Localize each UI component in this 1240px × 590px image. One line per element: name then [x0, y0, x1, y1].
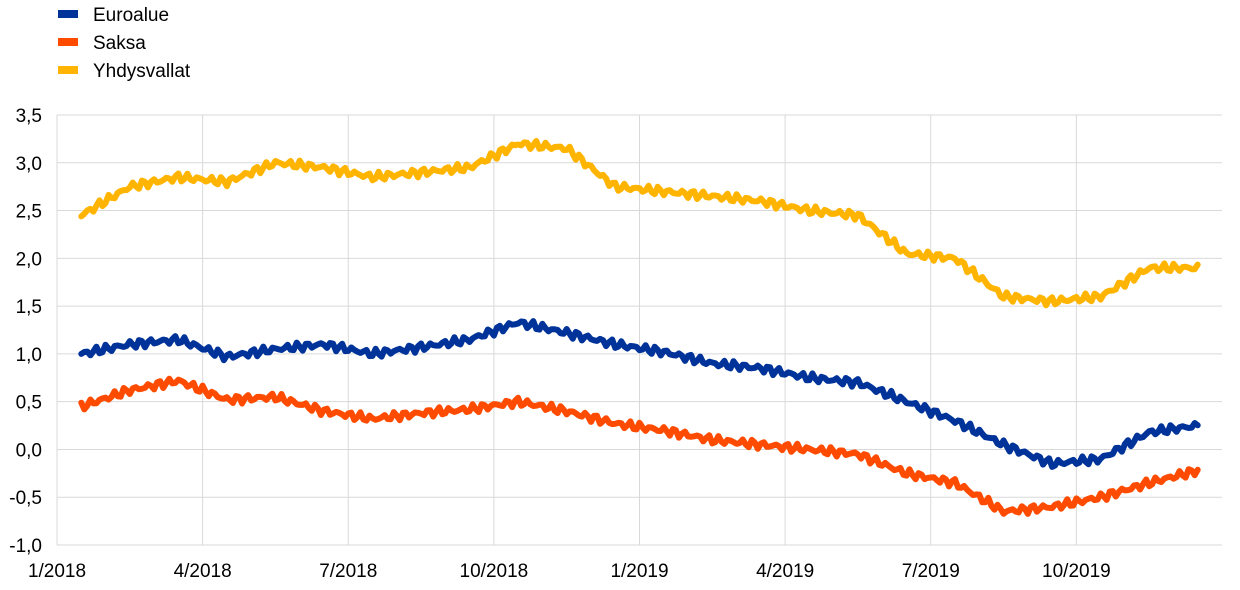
series-line-saksa — [78, 375, 1201, 517]
legend-label-euroalue: Euroalue — [93, 5, 169, 26]
y-tick-label: 0,0 — [16, 440, 42, 461]
y-axis: -1,0 -0,5 0,0 0,5 1,0 1,5 2,0 2,5 3,0 3,5 — [9, 106, 42, 557]
legend-swatch-yhdysvallat — [58, 66, 78, 74]
legend-label-yhdysvallat: Yhdysvallat — [93, 61, 191, 82]
series-lines — [78, 138, 1201, 517]
legend-swatch-euroalue — [58, 10, 78, 18]
x-tick-label: 4/2018 — [174, 561, 232, 582]
x-axis: 1/2018 4/2018 7/2018 10/2018 1/2019 4/2019 7/2… — [28, 561, 1111, 582]
y-tick-label: 2,0 — [16, 249, 42, 270]
y-tick-label: 0,5 — [16, 393, 42, 414]
legend: Euroalue Saksa Yhdysvallat — [58, 5, 191, 82]
legend-swatch-saksa — [58, 38, 78, 46]
x-tick-label: 1/2018 — [28, 561, 86, 582]
x-tick-label: 10/2018 — [460, 561, 529, 582]
y-tick-label: -1,0 — [9, 536, 42, 557]
x-tick-label: 10/2019 — [1042, 561, 1111, 582]
x-tick-label: 7/2018 — [319, 561, 377, 582]
series-line-yhdysvallat — [78, 138, 1201, 309]
y-tick-label: 1,5 — [16, 297, 42, 318]
y-tick-label: 3,0 — [16, 154, 42, 175]
y-tick-label: 2,5 — [16, 202, 42, 223]
x-tick-label: 1/2019 — [610, 561, 668, 582]
y-tick-label: -0,5 — [9, 488, 42, 509]
series-line-euroalue — [78, 318, 1201, 470]
legend-label-saksa: Saksa — [93, 33, 146, 54]
y-tick-label: 1,0 — [16, 345, 42, 366]
x-tick-label: 4/2019 — [756, 561, 814, 582]
x-tick-label: 7/2019 — [902, 561, 960, 582]
y-tick-label: 3,5 — [16, 106, 42, 127]
